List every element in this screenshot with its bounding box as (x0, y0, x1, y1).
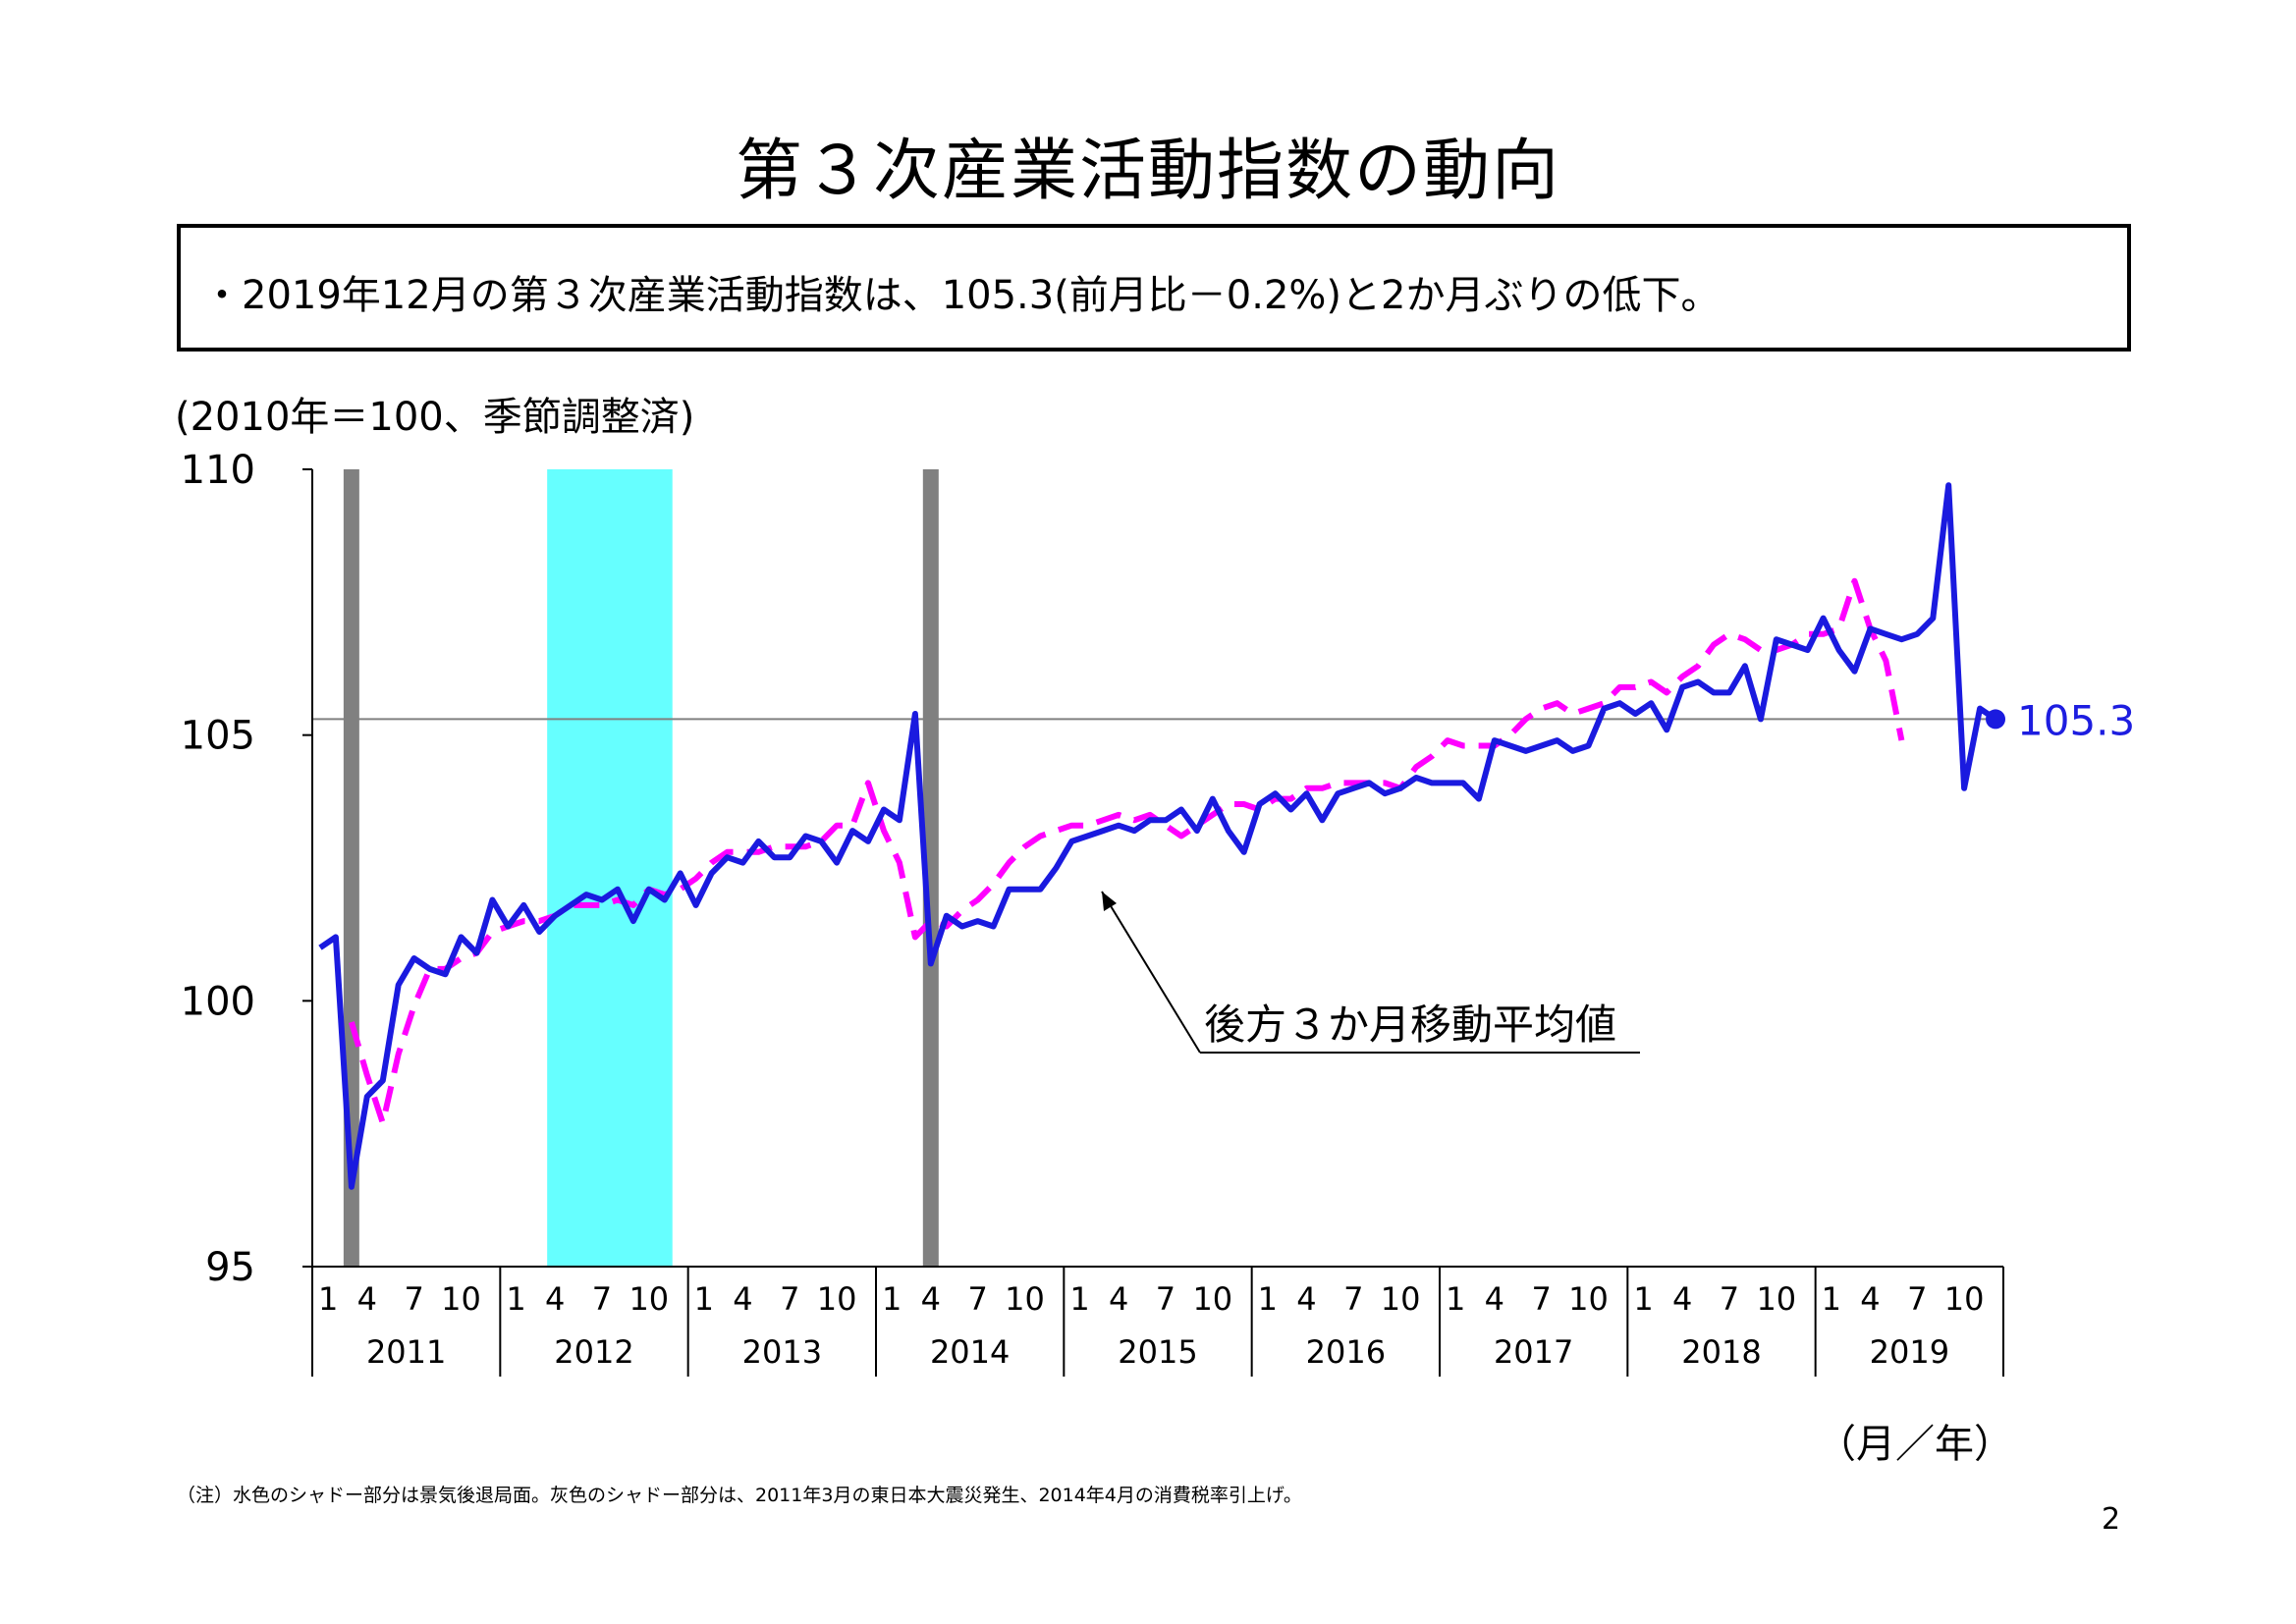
annotation-label: 後方３か月移動平均値 (1204, 1001, 1616, 1049)
unit-label: (2010年＝100、季節調整済) (175, 395, 695, 440)
x-month-tick-label: 1 (882, 1280, 902, 1318)
x-month-tick-label: 7 (592, 1280, 612, 1318)
x-month-tick-label: 7 (1531, 1280, 1551, 1318)
x-month-tick-label: 4 (921, 1280, 941, 1318)
x-month-tick-label: 7 (404, 1280, 423, 1318)
label-layer: 105.3 後方３か月移動平均値 (1101, 696, 2135, 1054)
x-month-tick-label: 1 (1633, 1280, 1653, 1318)
x-month-tick-label: 1 (1069, 1280, 1089, 1318)
x-year-label: 2016 (1306, 1333, 1386, 1371)
x-month-tick-label: 10 (1005, 1280, 1045, 1318)
x-month-tick-label: 10 (1756, 1280, 1796, 1318)
x-month-tick-label: 10 (1568, 1280, 1609, 1318)
x-axis-unit: （月／年） (1817, 1422, 2013, 1467)
shade-recession-1 (547, 469, 673, 1267)
x-month-tick-label: 7 (1156, 1280, 1175, 1318)
x-month-tick-label: 7 (1343, 1280, 1363, 1318)
shade-layer (343, 469, 939, 1267)
x-month-tick-label: 4 (1485, 1280, 1504, 1318)
annotation-arrow (1101, 891, 1201, 1054)
x-month-tick-label: 4 (1296, 1280, 1316, 1318)
y-tick-label: 105 (181, 714, 255, 759)
x-year-label: 2011 (366, 1333, 446, 1371)
footnote: （注）水色のシャドー部分は景気後退局面。灰色のシャドー部分は、2011年3月の東… (177, 1485, 1302, 1506)
page-title: 第３次産業活動指数の動向 (735, 133, 1560, 210)
x-month-tick-label: 7 (780, 1280, 799, 1318)
x-month-tick-label: 7 (1720, 1280, 1739, 1318)
x-year-label: 2013 (742, 1333, 822, 1371)
x-month-tick-label: 4 (545, 1280, 565, 1318)
x-month-tick-label: 1 (318, 1280, 338, 1318)
x-year-label: 2019 (1870, 1333, 1949, 1371)
x-year-label: 2017 (1494, 1333, 1573, 1371)
shade-event-0 (343, 469, 359, 1267)
x-month-tick-label: 10 (1381, 1280, 1421, 1318)
x-month-tick-label: 10 (1192, 1280, 1232, 1318)
x-month-tick-label: 1 (1446, 1280, 1465, 1318)
summary-text: ・2019年12月の第３次産業活動指数は、105.3(前月比－0.2%)と2か月… (202, 273, 1721, 318)
x-month-tick-label: 4 (1672, 1280, 1692, 1318)
y-tick-label: 95 (205, 1245, 255, 1290)
shade-event-2 (922, 469, 939, 1267)
summary-box: ・2019年12月の第３次産業活動指数は、105.3(前月比－0.2%)と2か月… (177, 224, 2131, 352)
x-month-tick-label: 4 (1109, 1280, 1128, 1318)
x-month-tick-label: 1 (1258, 1280, 1278, 1318)
y-tick-label: 110 (181, 448, 255, 493)
x-month-tick-label: 4 (1860, 1280, 1880, 1318)
x-month-tick-label: 7 (967, 1280, 987, 1318)
series-layer (318, 482, 1997, 1190)
x-year-label: 2015 (1118, 1333, 1197, 1371)
x-month-tick-label: 1 (1822, 1280, 1841, 1318)
x-month-tick-label: 7 (1907, 1280, 1927, 1318)
x-year-label: 2014 (930, 1333, 1010, 1371)
x-month-tick-label: 4 (357, 1280, 377, 1318)
last-value-label: 105.3 (2017, 696, 2135, 744)
x-month-tick-label: 1 (694, 1280, 714, 1318)
page-number: 2 (2102, 1502, 2121, 1537)
annotation-arrowhead (1102, 892, 1117, 911)
x-month-tick-label: 10 (817, 1280, 857, 1318)
x-month-tick-label: 1 (506, 1280, 525, 1318)
y-tick-label: 100 (181, 979, 255, 1024)
x-year-label: 2018 (1681, 1333, 1761, 1371)
x-month-tick-label: 10 (629, 1280, 669, 1318)
x-month-tick-label: 10 (441, 1280, 481, 1318)
series-line-index (318, 482, 1997, 1190)
x-month-tick-label: 4 (733, 1280, 752, 1318)
last-point-marker (1986, 709, 2006, 730)
x-year-label: 2012 (554, 1333, 633, 1371)
x-month-tick-label: 10 (1944, 1280, 1985, 1318)
